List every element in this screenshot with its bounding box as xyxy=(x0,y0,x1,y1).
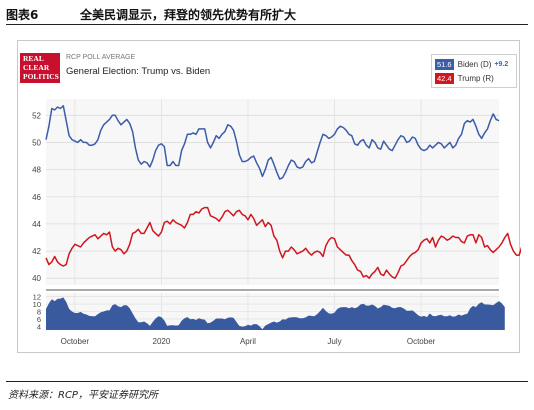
poll-title: General Election: Trump vs. Biden xyxy=(66,66,211,77)
figure-header: 图表6 全美民调显示，拜登的领先优势有所扩大 xyxy=(6,4,528,24)
legend-value-trump: 42.4 xyxy=(435,72,454,84)
logo-line-1: REAL xyxy=(23,54,44,63)
figure-title: 全美民调显示，拜登的领先优势有所扩大 xyxy=(80,8,297,22)
y-tick-label: 46 xyxy=(32,193,41,202)
y-tick-label: 50 xyxy=(32,138,41,147)
legend-value-biden: 51.6 xyxy=(435,58,454,70)
y-tick-label: 52 xyxy=(32,111,41,120)
chart-panel: REAL CLEAR POLITICS RCP POLL AVERAGE Gen… xyxy=(17,40,521,353)
x-tick-label: 2020 xyxy=(153,337,171,346)
figure-label: 图表6 xyxy=(6,8,39,22)
trump-line xyxy=(45,206,521,279)
biden-line xyxy=(45,105,500,180)
legend-name-biden: Biden (D) xyxy=(457,59,492,69)
y-tick-label: 48 xyxy=(32,166,41,175)
source-text: 资料来源：RCP，平安证券研究所 xyxy=(8,390,158,401)
upper-plot-bg xyxy=(46,99,499,285)
lower-y-tick-label: 10 xyxy=(33,300,41,309)
x-tick-label: October xyxy=(61,337,90,346)
poll-kicker: RCP POLL AVERAGE xyxy=(66,54,136,61)
source-note: 资料来源：RCP，平安证券研究所 xyxy=(8,386,158,401)
x-tick-label: July xyxy=(327,337,341,346)
lower-y-tick-label: 8 xyxy=(37,308,41,317)
x-tick-label: October xyxy=(407,337,436,346)
legend-name-trump: Trump (R) xyxy=(457,73,494,83)
logo-line-2: CLEAR xyxy=(23,63,50,72)
y-tick-label: 42 xyxy=(32,247,41,256)
legend-change-biden: +9.2 xyxy=(494,60,509,68)
logo-line-3: POLITICS xyxy=(23,72,59,81)
lower-y-tick-label: 6 xyxy=(37,315,41,324)
y-tick-label: 40 xyxy=(32,274,41,283)
legend-item-biden: 51.6 Biden (D) +9.2 xyxy=(435,58,508,70)
spread-area xyxy=(46,297,505,330)
lower-y-tick-label: 12 xyxy=(33,293,41,302)
legend: 51.6 Biden (D) +9.2 42.4 Trump (R) xyxy=(431,54,517,88)
y-tick-label: 44 xyxy=(32,220,41,229)
x-tick-label: April xyxy=(240,337,256,346)
rcp-logo: REAL CLEAR POLITICS xyxy=(20,53,60,83)
footer-divider xyxy=(6,381,528,382)
header-divider xyxy=(6,24,528,25)
lower-y-tick-label: 4 xyxy=(37,322,41,331)
legend-item-trump: 42.4 Trump (R) xyxy=(435,72,494,84)
